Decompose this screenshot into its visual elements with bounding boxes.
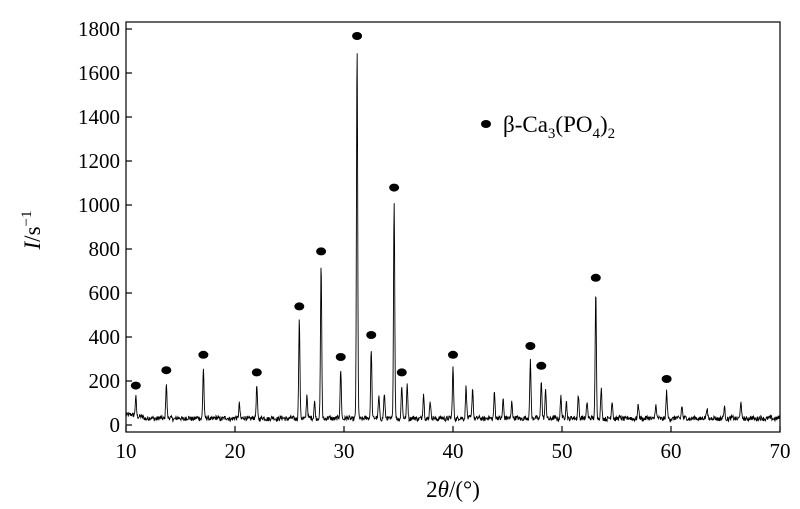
peak-marker-8 [352, 32, 363, 40]
y-tick-label-0: 0 [110, 413, 121, 437]
y-tick-label-600: 600 [89, 281, 121, 305]
diffraction-pattern-line [125, 53, 781, 423]
y-tick-label-1800: 1800 [78, 17, 120, 41]
peak-marker-5 [294, 302, 305, 311]
y-tick-label-1400: 1400 [78, 105, 120, 129]
x-axis-title: 2θ/(°) [426, 477, 480, 502]
peak-marker-11 [396, 368, 407, 377]
x-tick-label-60: 60 [661, 439, 682, 463]
peak-marker-15 [590, 273, 601, 282]
legend-label: β-Ca3(PO4)2 [503, 112, 615, 142]
x-tick-label-30: 30 [334, 439, 355, 463]
peak-marker-7 [335, 353, 346, 361]
x-tick-label-40: 40 [443, 439, 464, 463]
legend: β-Ca3(PO4)2 [481, 112, 615, 142]
x-tick-label-50: 50 [552, 439, 573, 463]
x-tick-label-10: 10 [116, 439, 137, 463]
peak-marker-3 [198, 350, 209, 359]
y-tick-label-1000: 1000 [78, 193, 120, 217]
y-tick-label-400: 400 [89, 325, 121, 349]
peak-marker-1 [130, 381, 141, 390]
peak-marker-12 [448, 350, 458, 359]
y-tick-label-1200: 1200 [78, 149, 120, 173]
peak-marker-6 [316, 247, 327, 256]
peak-marker-13 [525, 342, 536, 350]
peak-marker-10 [389, 183, 400, 192]
peak-markers [130, 32, 672, 390]
peak-marker-16 [661, 375, 672, 383]
y-axis-ticks: 0 200 400 600 800 1000 1200 1400 1600 1800 [78, 17, 132, 437]
y-axis-title: I/s−1 [19, 211, 45, 251]
peak-marker-2 [161, 366, 172, 375]
y-tick-label-1600: 1600 [78, 61, 120, 85]
x-tick-label-70: 70 [770, 439, 791, 463]
x-tick-label-20: 20 [225, 439, 246, 463]
legend-marker [481, 120, 491, 128]
y-tick-label-800: 800 [89, 237, 121, 261]
peak-marker-9 [366, 331, 377, 339]
x-axis-ticks: 10 20 30 40 50 60 70 [116, 426, 791, 463]
peak-marker-4 [251, 368, 262, 377]
y-tick-label-200: 200 [89, 369, 121, 393]
peak-marker-14 [536, 361, 547, 370]
